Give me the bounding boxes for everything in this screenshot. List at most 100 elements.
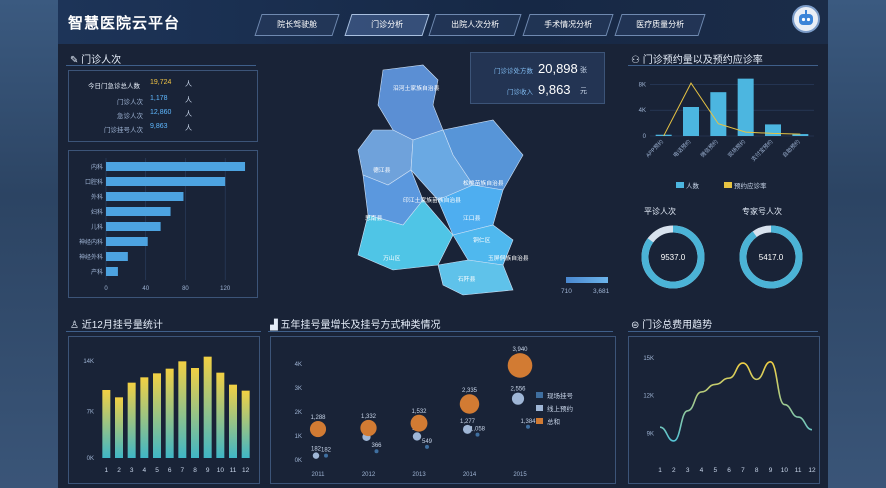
tab-3[interactable]: 手术情况分析 xyxy=(522,14,614,36)
dept-label: 外科 xyxy=(91,193,103,201)
x-tick-label: 11 xyxy=(230,467,237,474)
growth-title: 五年挂号量增长及挂号方式种类情况 xyxy=(280,320,441,331)
x-tick-label: 2011 xyxy=(312,472,326,478)
x-tick-label: 2 xyxy=(117,467,121,474)
point-label: 1,384 xyxy=(520,419,536,425)
divider xyxy=(628,331,818,332)
x-tick-label: 5 xyxy=(155,467,159,474)
kpi-value: 20,898 xyxy=(538,61,578,76)
robot-avatar-icon[interactable] xyxy=(792,5,820,33)
x-tick-label: 0 xyxy=(104,286,108,292)
scatter-point xyxy=(312,452,320,459)
kpi-label: 门诊诊处方数 xyxy=(494,68,533,75)
appointment-bar xyxy=(737,78,754,136)
registration-bar xyxy=(153,373,161,458)
gauge-fill xyxy=(739,225,803,289)
x-tick-label: 1 xyxy=(658,467,662,474)
growth-frame xyxy=(270,336,616,484)
x-tick-label: 9 xyxy=(206,467,210,474)
stat-value: 9,863 xyxy=(150,123,168,130)
x-tick-label: APP预约 xyxy=(644,137,666,159)
divider xyxy=(66,65,256,66)
point-label: 182 xyxy=(321,448,332,454)
tab-label: 出院人次分析 xyxy=(451,20,500,29)
map-kpi-box xyxy=(470,52,605,104)
gauge-label: 平诊人次 xyxy=(644,207,676,216)
stat-unit: 人 xyxy=(185,125,192,132)
x-tick-label: 2015 xyxy=(513,472,527,478)
outpatient-panel-title: ✎ 门诊人次 xyxy=(70,51,121,66)
registration-panel-title: ♙ 近12月挂号量统计 xyxy=(70,316,163,331)
chart-icon: ▟ xyxy=(270,320,281,331)
x-tick-label: 6 xyxy=(727,467,731,474)
x-tick-label: 4 xyxy=(143,467,147,474)
x-tick-label: 2013 xyxy=(412,472,426,478)
map-legend-min: 710 xyxy=(561,288,572,295)
fee-trend-line xyxy=(659,360,813,442)
dept-bar xyxy=(106,267,118,276)
map-legend-max: 3,681 xyxy=(593,288,610,295)
dept-bar xyxy=(106,162,246,171)
registration-bar xyxy=(203,356,212,458)
tab-2[interactable]: 出院人次分析 xyxy=(428,14,522,36)
map-region xyxy=(357,199,454,271)
x-tick-label: 3 xyxy=(686,467,690,474)
map-region xyxy=(437,184,504,236)
scatter-point xyxy=(309,421,327,438)
x-tick-label: 3 xyxy=(130,467,134,474)
kpi-unit: 元 xyxy=(580,88,587,95)
point-label: 1,332 xyxy=(361,414,377,420)
registration-bar xyxy=(229,384,237,458)
dept-label: 妇科 xyxy=(91,208,103,216)
point-label: 2,556 xyxy=(510,387,526,393)
registration-bar xyxy=(241,390,250,458)
stat-value: 19,724 xyxy=(150,79,172,86)
dept-label: 产科 xyxy=(91,268,103,276)
x-tick-label: 2014 xyxy=(463,472,477,478)
dept-label: 口腔科 xyxy=(85,178,103,186)
legend-swatch xyxy=(536,418,543,424)
scatter-point xyxy=(526,424,530,429)
dashboard: 智慧医院云平台 ✎ 门诊人次 0 40 80 120 内科 口腔科 外科 妇科 儿科 神经内科 神经… xyxy=(58,0,828,488)
kpi-label: 门诊收入 xyxy=(507,89,533,96)
stat-unit: 人 xyxy=(185,111,192,118)
point-label: 1,277 xyxy=(460,419,476,425)
x-tick-label: 4 xyxy=(700,467,704,474)
legend-label: 预约应诊率 xyxy=(734,181,767,190)
map-legend-gradient xyxy=(566,277,608,283)
y-tick-label: 14K xyxy=(83,359,94,365)
legend-swatch xyxy=(536,392,543,398)
divider xyxy=(268,331,613,332)
map-region-label: 玉屏侗族自治县 xyxy=(488,254,529,262)
scatter-point xyxy=(475,432,480,437)
dept-label: 神经外科 xyxy=(79,253,103,261)
stat-label: 急诊人次 xyxy=(117,113,143,120)
tab-4[interactable]: 医疗质量分析 xyxy=(614,14,706,36)
map-region-label: 万山区 xyxy=(383,254,401,262)
registration-frame xyxy=(68,336,260,484)
gauge: 9537.0 xyxy=(641,225,705,289)
tab-label: 手术情况分析 xyxy=(544,20,593,29)
legend-label: 总和 xyxy=(547,417,560,426)
registration-bar xyxy=(165,368,174,458)
y-tick-label: 0K xyxy=(295,458,302,464)
tab-1[interactable]: 门诊分析 xyxy=(344,14,430,36)
map-region-label: 沿河土家族自治县 xyxy=(393,84,440,92)
scatter-point xyxy=(511,392,525,405)
legend-label: 人数 xyxy=(686,181,700,190)
divider xyxy=(628,65,818,66)
x-tick-label: 10 xyxy=(781,467,789,474)
tab-0[interactable]: 院长驾驶舱 xyxy=(254,14,340,36)
scatter-point xyxy=(459,394,480,414)
registration-bar xyxy=(140,377,149,458)
scatter-point xyxy=(412,432,422,441)
dept-label: 儿科 xyxy=(91,223,103,231)
map-region xyxy=(452,224,514,266)
point-label: 182 xyxy=(311,446,322,452)
gauge-value: 5417.0 xyxy=(759,253,784,262)
dept-bar xyxy=(106,222,161,231)
x-tick-label: 1 xyxy=(105,467,109,474)
point-label: 1,058 xyxy=(470,427,486,433)
map-region xyxy=(437,259,514,296)
